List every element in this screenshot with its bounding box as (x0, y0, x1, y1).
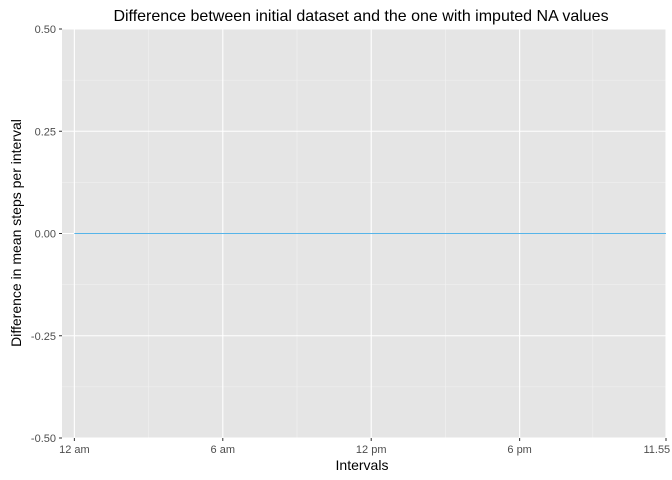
y-axis-ticks: -0.50 -0.25 0.00 0.25 0.50 (31, 24, 62, 445)
y-tick-label: -0.25 (31, 331, 56, 343)
x-tick-label: 12 pm (356, 444, 387, 456)
y-tick-label: 0.50 (35, 24, 56, 36)
y-tick-label: 0.25 (35, 126, 56, 138)
x-axis-ticks: 12 am 6 am 12 pm 6 pm 11.55 pm (59, 438, 672, 456)
x-tick-label: 12 am (59, 444, 90, 456)
chart-title: Difference between initial dataset and t… (113, 8, 608, 25)
x-axis-title: Intervals (336, 457, 389, 473)
x-tick-label: 6 am (211, 444, 235, 456)
y-axis-title: Difference in mean steps per interval (8, 119, 24, 347)
y-tick-label: 0.00 (35, 229, 56, 241)
x-tick-label: 11.55 pm (643, 444, 672, 456)
y-tick-label: -0.50 (31, 433, 56, 445)
x-tick-label: 6 pm (507, 444, 531, 456)
